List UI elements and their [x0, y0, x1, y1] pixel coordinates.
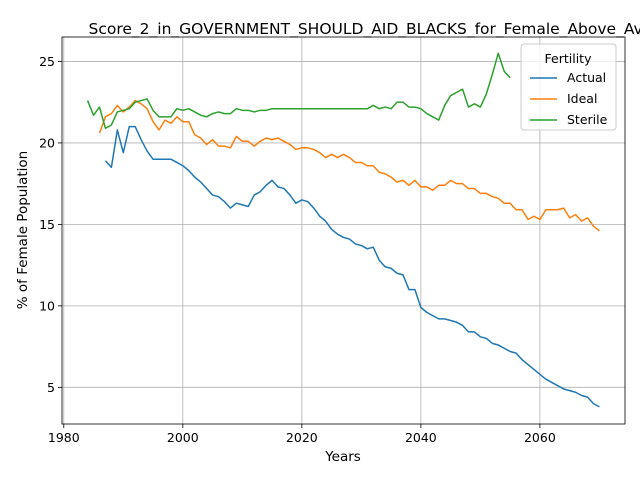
x-axis-ticks: 1980 2000 2020 2040 2060 — [48, 424, 556, 445]
legend-label-actual: Actual — [567, 70, 606, 85]
x-tick-label: 2020 — [286, 430, 318, 445]
series-line-ideal — [98, 99, 600, 232]
x-tick-label: 2000 — [167, 430, 199, 445]
legend-items: Actual Ideal Sterile — [530, 70, 608, 127]
x-tick-label: 2040 — [405, 430, 437, 445]
plot-frame — [61, 36, 626, 425]
y-tick-label: 10 — [39, 298, 55, 313]
y-tick-label: 25 — [39, 54, 55, 69]
x-tick-label: 1980 — [48, 430, 80, 445]
series-line-sterile — [86, 52, 511, 129]
series-line-actual — [104, 125, 600, 408]
y-tick-label: 20 — [39, 135, 55, 150]
y-tick-label: 5 — [47, 380, 55, 395]
legend-label-sterile: Sterile — [567, 112, 608, 127]
legend: Fertility Actual Ideal Sterile — [520, 43, 617, 131]
legend-label-ideal: Ideal — [567, 91, 597, 106]
legend-box — [520, 43, 617, 131]
x-axis-label: Years — [324, 449, 361, 465]
chart-title: Score_2_in_GOVERNMENT_SHOULD_AID_BLACKS_… — [89, 20, 640, 39]
y-axis-ticks: 5 10 15 20 25 — [39, 54, 62, 395]
legend-title: Fertility — [545, 51, 593, 66]
x-tick-label: 2060 — [524, 430, 556, 445]
y-tick-label: 15 — [39, 217, 55, 232]
series-layer — [86, 52, 600, 408]
y-axis-label: % of Female Population — [15, 151, 31, 309]
